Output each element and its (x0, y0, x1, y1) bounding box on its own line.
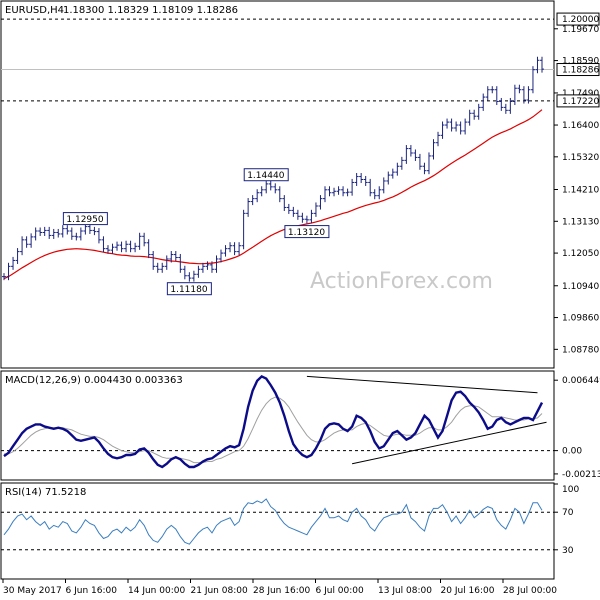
price-ytick-label: 1.10940 (562, 282, 599, 292)
annotation-label: 1.14440 (247, 171, 284, 181)
price-ytick-label: 1.15320 (562, 153, 599, 163)
x-tick-label: 13 Jul 08:00 (378, 586, 432, 596)
price-ytick-label: 1.13130 (562, 217, 599, 227)
macd-ytick-label: 0.006449 (562, 376, 600, 386)
macd-signal-line (4, 396, 543, 464)
price-ytick-label: 1.09860 (562, 314, 599, 324)
level-label-box (556, 12, 600, 26)
macd-trendline (352, 421, 547, 465)
macd-line (3, 374, 544, 469)
x-tick-label: 6 Jun 16:00 (66, 586, 118, 596)
annotation-label: 1.12950 (66, 215, 103, 225)
x-tick-label: 30 May 2017 (3, 586, 62, 596)
x-tick-label: 21 Jun 08:00 (191, 586, 248, 596)
x-tick-label: 28 Jul 00:00 (503, 586, 557, 596)
level-label: 1.17220 (562, 97, 599, 107)
annotation-box (62, 212, 108, 226)
annotation-label: 1.13120 (288, 228, 325, 238)
watermark: ActionForex.com (310, 269, 493, 294)
annotation-box (284, 225, 330, 239)
rsi-header: RSI(14) 71.5218 (5, 487, 86, 498)
price-ytick-label: 1.16400 (562, 121, 599, 131)
level-label-box (556, 94, 600, 108)
rsi-ytick-label: 30 (562, 546, 574, 556)
annotation-label: 1.11180 (170, 285, 207, 295)
annotation-box (166, 282, 212, 296)
rsi-pane (0, 482, 555, 580)
x-tick-label: 20 Jul 16:00 (441, 586, 495, 596)
moving-average-line (3, 109, 543, 280)
price-header-symbol: EURUSD,H4 (5, 5, 64, 16)
current-price-label: 1.18286 (562, 66, 599, 76)
price-ytick-label: 1.14210 (562, 186, 599, 196)
x-tick-label: 14 Jun 00:00 (128, 586, 185, 596)
current-price-label-box (556, 63, 600, 77)
rsi-line (3, 498, 543, 545)
price-ytick-label: 1.12050 (562, 249, 599, 259)
macd-trendline (306, 375, 538, 394)
price-ytick-label: 1.17490 (562, 89, 599, 99)
annotation-box (243, 168, 289, 182)
price-header-ohlc: 1.18300 1.18329 1.18109 1.18286 (63, 5, 238, 16)
rsi-ytick-label: 70 (562, 508, 574, 518)
rsi-ytick-label: 100 (562, 485, 579, 495)
x-tick-label: 28 Jun 16:00 (253, 586, 310, 596)
price-ytick-label: 1.08780 (562, 345, 599, 355)
price-ytick-label: 1.19670 (562, 25, 599, 35)
price-pane (0, 0, 555, 369)
price-ytick-label: 1.18590 (562, 57, 599, 67)
level-label: 1.20000 (562, 15, 599, 25)
macd-ytick-label: 0.00 (562, 447, 582, 457)
macd-header: MACD(12,26,9) 0.004430 0.003363 (5, 375, 183, 386)
macd-ytick-label: -0.002134 (562, 470, 600, 480)
x-tick-label: 6 Jul 00:00 (316, 586, 365, 596)
macd-pane (0, 370, 555, 481)
